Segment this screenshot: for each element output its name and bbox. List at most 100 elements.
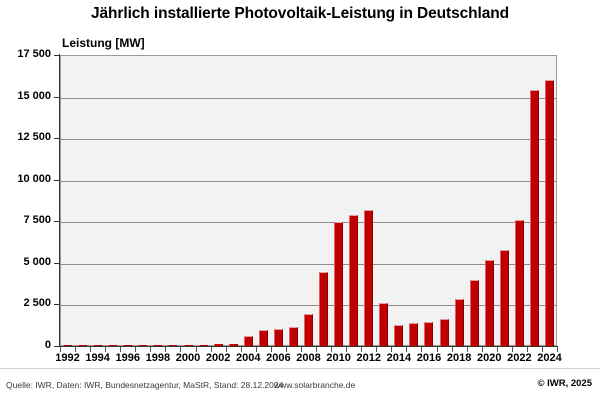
bar-2012 (364, 210, 374, 346)
source-url[interactable]: www.solarbranche.de (274, 380, 356, 390)
gridline-2500 (61, 305, 556, 306)
x-tick-2001 (211, 347, 212, 352)
bar-2013 (379, 303, 389, 346)
x-tick-1994 (105, 347, 106, 352)
x-tick-1997 (150, 347, 151, 352)
bar-2008 (304, 313, 313, 346)
y-tick-17500 (54, 55, 60, 56)
bar-1996 (123, 345, 133, 346)
y-tick-label-10000: 10 000 (17, 173, 51, 185)
x-tick-label-2000: 2000 (175, 352, 201, 364)
x-tick-label-2010: 2010 (326, 352, 351, 364)
x-tick-1999 (180, 347, 181, 352)
bar-2001 (198, 344, 208, 346)
bar-1995 (108, 345, 118, 346)
bar-1992 (63, 345, 73, 346)
bar-2011 (349, 214, 359, 346)
bar-1993 (78, 345, 88, 346)
bar-2003 (228, 343, 238, 346)
y-axis-caption: Leistung [MW] (62, 36, 145, 50)
x-tick-2015 (421, 347, 422, 352)
x-tick-1995 (120, 347, 121, 352)
x-tick-1996 (135, 347, 136, 352)
x-tick-label-1998: 1998 (145, 352, 171, 364)
bar-2017 (439, 318, 449, 346)
bar-2014 (394, 325, 404, 346)
bar-2024 (544, 79, 554, 346)
bar-2021 (499, 249, 509, 346)
y-tick-12500 (54, 138, 60, 139)
x-tick-2020 (497, 347, 498, 352)
x-tick-2023 (542, 347, 543, 352)
x-tick-2003 (241, 347, 242, 352)
y-tick-label-2500: 2 500 (23, 297, 51, 309)
plot-area (60, 55, 557, 346)
bar-2023 (529, 89, 539, 346)
y-tick-label-12500: 12 500 (17, 131, 51, 143)
x-tick-2009 (331, 347, 332, 352)
gridline-15000 (61, 98, 556, 99)
y-tick-15000 (54, 97, 60, 98)
bar-2022 (514, 220, 524, 346)
x-tick-origin (60, 347, 61, 352)
x-tick-1993 (90, 347, 91, 352)
page-title: Jährlich installierte Photovoltaik-Leist… (91, 5, 509, 22)
bar-1994 (93, 345, 103, 346)
y-tick-label-15000: 15 000 (17, 90, 51, 102)
x-tick-label-2008: 2008 (296, 352, 321, 364)
x-tick-2018 (467, 347, 468, 352)
x-tick-2006 (286, 347, 287, 352)
bar-2010 (334, 222, 344, 346)
y-tick-0 (54, 346, 60, 347)
x-tick-2005 (271, 347, 272, 352)
bar-2009 (319, 272, 329, 346)
copyright-note: © IWR, 2025 (537, 378, 592, 389)
x-tick-label-2014: 2014 (386, 352, 412, 364)
y-tick-7500 (54, 221, 60, 222)
gridline-10000 (61, 181, 556, 182)
x-tick-2024 (557, 347, 558, 352)
bar-2005 (258, 330, 268, 346)
bar-1998 (153, 345, 163, 346)
x-tick-label-1992: 1992 (55, 352, 80, 364)
x-tick-label-1996: 1996 (115, 352, 141, 364)
bar-2004 (243, 336, 253, 346)
x-tick-label-2016: 2016 (416, 352, 442, 364)
bar-2000 (183, 345, 193, 346)
bar-1999 (168, 345, 178, 346)
x-tick-label-2022: 2022 (507, 352, 532, 364)
bar-series (60, 55, 557, 346)
x-axis-line (59, 346, 558, 347)
x-tick-label-2020: 2020 (476, 352, 502, 364)
x-tick-2016 (437, 347, 438, 352)
x-tick-2004 (256, 347, 257, 352)
bar-2016 (424, 321, 434, 346)
bar-2002 (213, 344, 223, 346)
y-tick-label-0: 0 (44, 339, 51, 351)
bar-1997 (138, 345, 148, 346)
x-tick-2013 (391, 347, 392, 352)
x-tick-2012 (376, 347, 377, 352)
x-tick-2019 (482, 347, 483, 352)
y-tick-2500 (54, 304, 60, 305)
x-tick-2022 (527, 347, 528, 352)
x-tick-2017 (452, 347, 453, 352)
bar-2020 (484, 259, 494, 346)
x-tick-2002 (226, 347, 227, 352)
y-axis-line (59, 54, 60, 347)
x-tick-2011 (361, 347, 362, 352)
gridline-7500 (61, 222, 556, 223)
y-tick-label-17500: 17 500 (17, 48, 51, 60)
x-tick-2007 (301, 347, 302, 352)
bar-2007 (288, 326, 298, 346)
y-tick-label-7500: 7 500 (23, 214, 51, 226)
x-tick-label-2018: 2018 (446, 352, 472, 364)
x-tick-label-2002: 2002 (205, 352, 231, 364)
x-tick-2021 (512, 347, 513, 352)
x-tick-2008 (316, 347, 317, 352)
source-note: Quelle: IWR, Daten: IWR, Bundesnetzagent… (6, 380, 284, 390)
gridline-5000 (61, 264, 556, 265)
x-tick-label-2004: 2004 (236, 352, 261, 364)
gridline-12500 (61, 139, 556, 140)
